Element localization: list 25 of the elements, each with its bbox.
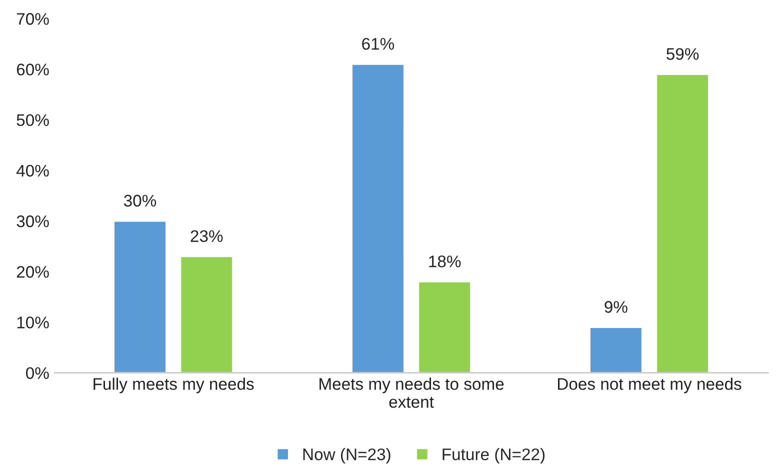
y-tick-label: 70% — [16, 13, 49, 25]
data-label: 9% — [604, 301, 628, 313]
bar — [656, 74, 710, 373]
bar — [351, 63, 405, 373]
x-tick-label: Does not meet my needs — [558, 378, 742, 394]
x-tick-label: Meets my needs to some extent — [320, 378, 504, 408]
data-label: 18% — [429, 256, 461, 268]
bar — [418, 281, 472, 373]
legend-label: Now (N=23) — [303, 448, 390, 464]
y-tick-label: 0% — [26, 367, 49, 380]
y-tick-label: 60% — [16, 64, 49, 76]
bar — [589, 326, 643, 373]
bar — [113, 220, 167, 373]
data-label: 59% — [666, 48, 699, 60]
legend-label: Future (N=22) — [442, 448, 545, 464]
y-tick-label: 40% — [16, 164, 49, 177]
y-tick-label: 10% — [17, 316, 49, 328]
x-tick-label: Fully meets my needs — [94, 378, 254, 394]
data-label: 30% — [124, 194, 156, 207]
bar — [180, 256, 234, 373]
y-tick-label: 20% — [16, 266, 49, 278]
data-label: 23% — [190, 230, 223, 242]
y-tick-label: 30% — [16, 215, 49, 228]
data-label: 61% — [362, 38, 394, 50]
y-tick-label: 50% — [16, 114, 49, 126]
